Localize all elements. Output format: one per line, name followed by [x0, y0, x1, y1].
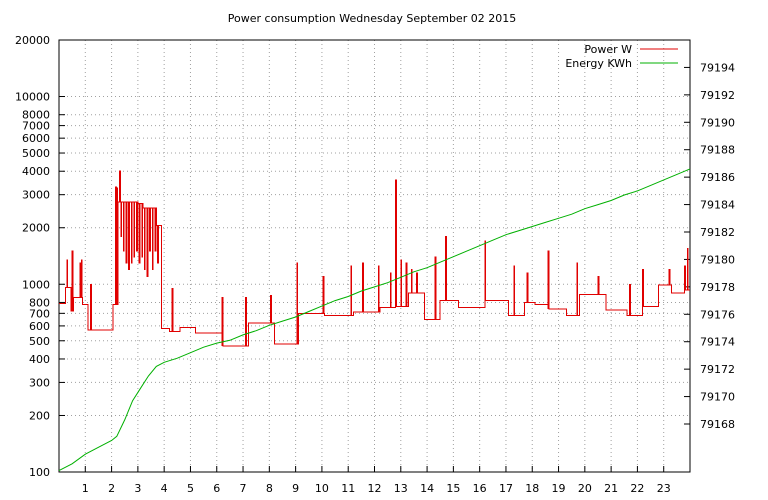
left-tick-label: 400 — [29, 353, 50, 366]
left-tick-label: 600 — [29, 320, 50, 333]
right-tick-label: 79188 — [700, 144, 735, 157]
legend-power-label: Power W — [584, 43, 632, 56]
x-tick-label: 23 — [657, 482, 671, 495]
left-tick-label: 3000 — [22, 189, 50, 202]
x-tick-label: 5 — [187, 482, 194, 495]
x-tick-label: 22 — [630, 482, 644, 495]
x-tick-label: 3 — [134, 482, 141, 495]
legend-energy-label: Energy KWh — [565, 57, 632, 70]
right-axis-ticks: 79168 79170 79172 79174 79176 79178 79180 79182… — [684, 61, 735, 431]
left-tick-label: 700 — [29, 307, 50, 320]
left-tick-label: 5000 — [22, 147, 50, 160]
right-tick-label: 79180 — [700, 253, 735, 266]
x-tick-label: 4 — [161, 482, 168, 495]
right-tick-label: 79190 — [700, 116, 735, 129]
left-tick-label: 1000 — [22, 278, 50, 291]
legend: Power W Energy KWh — [565, 43, 678, 70]
x-tick-label: 9 — [292, 482, 299, 495]
series-layer — [58, 168, 691, 472]
right-tick-label: 79184 — [700, 199, 735, 212]
x-tick-label: 20 — [578, 482, 592, 495]
x-tick-label: 15 — [446, 482, 460, 495]
left-tick-label: 6000 — [22, 132, 50, 145]
x-tick-label: 1 — [82, 482, 89, 495]
right-tick-label: 79170 — [700, 391, 735, 404]
left-tick-label: 20000 — [15, 34, 50, 47]
x-tick-label: 6 — [213, 482, 220, 495]
right-tick-label: 79172 — [700, 363, 735, 376]
left-tick-label: 800 — [29, 296, 50, 309]
x-axis-ticks: 1 2 3 4 5 6 7 8 9 10 11 12 13 14 15 16 17 18 19 20 21 22 23 — [82, 466, 671, 495]
left-tick-label: 300 — [29, 376, 50, 389]
x-tick-label: 13 — [394, 482, 408, 495]
right-tick-label: 79194 — [700, 61, 735, 74]
left-tick-label: 4000 — [22, 165, 50, 178]
x-tick-label: 12 — [368, 482, 382, 495]
x-tick-label: 11 — [341, 482, 355, 495]
right-tick-label: 79176 — [700, 308, 735, 321]
right-tick-label: 79192 — [700, 89, 735, 102]
chart-title: Power consumption Wednesday September 02… — [228, 12, 516, 25]
right-tick-label: 79186 — [700, 171, 735, 184]
x-tick-label: 16 — [473, 482, 487, 495]
right-tick-label: 79174 — [700, 336, 735, 349]
series-power-line — [59, 170, 690, 347]
left-tick-label: 10000 — [15, 91, 50, 104]
grid — [59, 40, 690, 472]
x-tick-label: 2 — [108, 482, 115, 495]
x-tick-label: 17 — [499, 482, 513, 495]
right-tick-label: 79178 — [700, 281, 735, 294]
x-tick-label: 21 — [604, 482, 618, 495]
x-tick-label: 19 — [552, 482, 566, 495]
left-tick-label: 100 — [29, 466, 50, 479]
x-tick-label: 14 — [420, 482, 434, 495]
right-tick-label: 79168 — [700, 418, 735, 431]
x-tick-label: 18 — [525, 482, 539, 495]
x-tick-label: 8 — [266, 482, 273, 495]
left-tick-label: 7000 — [22, 120, 50, 133]
left-tick-label: 2000 — [22, 222, 50, 235]
x-tick-label: 10 — [315, 482, 329, 495]
series-energy-line — [58, 168, 691, 472]
left-tick-label: 200 — [29, 409, 50, 422]
left-tick-label: 8000 — [22, 109, 50, 122]
right-tick-label: 79182 — [700, 226, 735, 239]
left-tick-label: 500 — [29, 335, 50, 348]
x-tick-label: 7 — [240, 482, 247, 495]
